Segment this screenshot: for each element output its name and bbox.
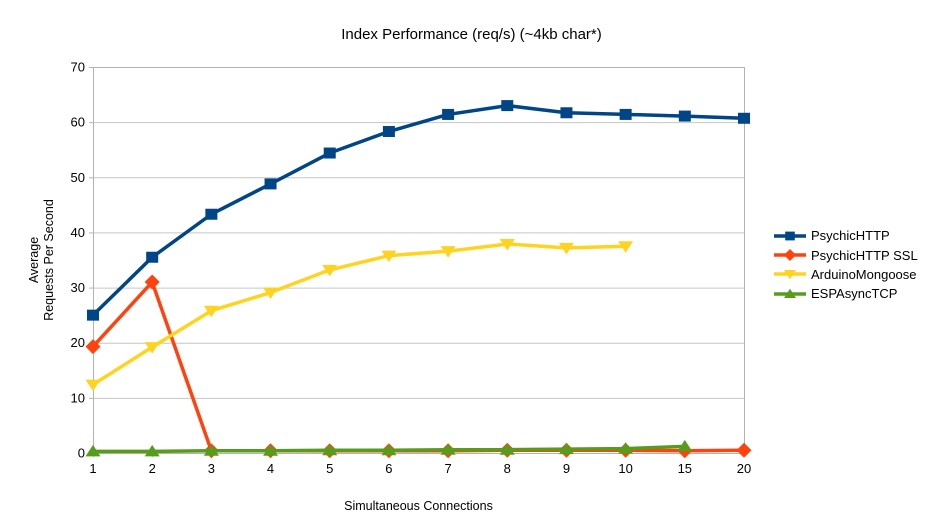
point-psychichttp-6 (382, 126, 395, 138)
point-espasynctcp-10 (618, 442, 634, 454)
legend-marker-triangle-up-icon (774, 288, 806, 298)
point-psychichttp-9 (560, 107, 573, 119)
legend-label-psychichttp-ssl: PsychicHTTP SSL (811, 247, 918, 263)
x-tick-label: 4 (267, 461, 274, 476)
series-markers-psychichttp (87, 100, 750, 321)
point-arduinomongoose-9 (558, 242, 574, 255)
point-psychichttp-15 (678, 110, 691, 122)
series-markers-psychichttp-ssl (85, 274, 752, 459)
y-tick-label: 60 (71, 115, 85, 130)
legend: PsychicHTTP PsychicHTTP SSL ArduinoMongoos… (774, 226, 918, 304)
point-espasynctcp-3 (203, 444, 219, 456)
point-psychichttp-3 (205, 208, 218, 220)
plot-border (93, 67, 745, 454)
point-espasynctcp-8 (499, 443, 515, 455)
legend-item-espasynctcp: ESPAsyncTCP (774, 284, 918, 303)
point-psychichttp-ssl-2 (144, 274, 160, 290)
legend-marker-shape-psychichttp-ssl (784, 249, 796, 262)
x-tick-label: 3 (208, 461, 215, 476)
point-psychichttp-7 (442, 108, 455, 120)
chart-title: Index Performance (req/s) (~4kb char*) (341, 26, 602, 43)
y-tick-label: 30 (71, 280, 85, 295)
legend-label-psychichttp: PsychicHTTP (811, 228, 890, 244)
point-psychichttp-ssl-20 (736, 442, 752, 458)
x-tick-label: 5 (326, 461, 333, 476)
point-espasynctcp-7 (440, 443, 456, 455)
point-arduinomongoose-4 (263, 287, 279, 300)
legend-marker-shape-arduinomongoose (784, 270, 796, 280)
y-tick-label: 50 (71, 170, 85, 185)
y-tick-label: 0 (78, 446, 85, 461)
series-markers-espasynctcp (85, 439, 693, 457)
y-tick-label: 20 (71, 335, 85, 350)
point-arduinomongoose-7 (440, 246, 456, 258)
legend-marker-diamond-icon (774, 249, 806, 262)
legend-marker-shape-psychichttp (785, 231, 795, 241)
x-tick-label: 6 (385, 461, 392, 476)
series-line-psychichttp-ssl (91, 280, 745, 453)
legend-item-psychichttp-ssl: PsychicHTTP SSL (774, 245, 918, 264)
y-axis-tick-labels: 0 10 20 30 40 50 60 70 (71, 60, 85, 461)
x-tick-label: 1 (89, 461, 96, 476)
point-arduinomongoose-1 (85, 379, 101, 392)
x-tick-label: 10 (618, 461, 632, 476)
legend-label-espasynctcp: ESPAsyncTCP (811, 286, 898, 302)
y-tick-label: 10 (71, 390, 85, 405)
point-psychichttp-20 (738, 112, 750, 124)
series-line-psychichttp (91, 103, 745, 317)
x-tick-label: 15 (678, 461, 692, 476)
point-arduinomongoose-6 (381, 250, 397, 263)
point-psychichttp-10 (619, 108, 632, 120)
point-arduinomongoose-8 (499, 239, 515, 251)
point-psychichttp-4 (264, 178, 277, 190)
point-espasynctcp-4 (263, 444, 279, 456)
y-tick-label: 40 (71, 225, 85, 240)
point-psychichttp-5 (323, 147, 336, 159)
legend-marker-triangle-down-icon (774, 270, 806, 280)
series-markers-arduinomongoose (85, 239, 634, 392)
point-psychichttp-1 (87, 309, 99, 321)
point-espasynctcp-15 (677, 439, 693, 452)
legend-marker-shape-espasynctcp (784, 288, 796, 298)
x-axis-tick-labels: 1 2 3 4 5 6 7 8 9 10 15 20 (89, 461, 751, 476)
point-arduinomongoose-10 (618, 241, 634, 253)
point-espasynctcp-5 (322, 443, 338, 456)
x-axis-title: Simultaneous Connections (344, 499, 493, 513)
series-line-arduinomongoose (92, 242, 626, 387)
x-tick-label: 7 (444, 461, 451, 476)
point-psychichttp-2 (146, 251, 159, 263)
x-tick-label: 2 (149, 461, 156, 476)
point-espasynctcp-9 (558, 442, 574, 455)
x-tick-label: 20 (737, 461, 751, 476)
legend-item-psychichttp: PsychicHTTP (774, 226, 918, 245)
point-arduinomongoose-5 (322, 264, 338, 277)
legend-item-arduinomongoose: ArduinoMongoose (774, 265, 918, 284)
legend-marker-square-icon (774, 231, 806, 241)
point-arduinomongoose-2 (144, 342, 160, 354)
point-espasynctcp-6 (381, 443, 397, 456)
point-espasynctcp-1 (85, 444, 101, 457)
x-tick-label: 8 (504, 461, 511, 476)
point-psychichttp-8 (501, 100, 514, 112)
legend-label-arduinomongoose: ArduinoMongoose (811, 266, 917, 282)
y-tick-label: 70 (71, 60, 85, 75)
x-tick-label: 9 (563, 461, 570, 476)
point-arduinomongoose-3 (203, 305, 219, 318)
point-psychichttp-ssl-1 (85, 339, 101, 355)
point-espasynctcp-2 (144, 444, 160, 457)
